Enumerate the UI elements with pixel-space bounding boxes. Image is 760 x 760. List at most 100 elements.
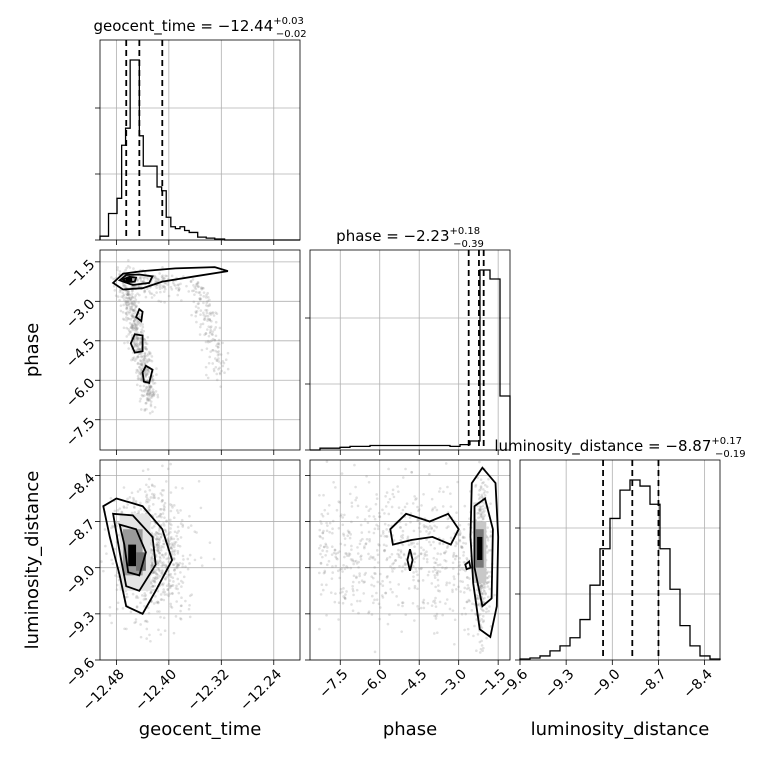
scatter-point <box>339 514 342 518</box>
scatter-point <box>136 335 139 339</box>
scatter-point <box>471 602 474 606</box>
scatter-point <box>165 584 169 588</box>
contour-mid <box>112 512 157 592</box>
scatter-point <box>318 493 321 497</box>
scatter-point <box>159 557 162 560</box>
scatter-point <box>180 299 183 302</box>
scatter-point <box>379 606 382 609</box>
scatter-point <box>208 541 212 544</box>
scatter-point <box>169 462 172 466</box>
scatter-point <box>187 290 191 293</box>
scatter-point <box>120 510 124 514</box>
scatter-point <box>208 318 211 322</box>
scatter-point <box>331 527 334 531</box>
axes-frame <box>309 249 511 451</box>
x-tick-label: −8.7 <box>634 666 669 701</box>
scatter-point <box>149 392 152 396</box>
scatter-point <box>173 572 177 576</box>
scatter-point <box>467 523 471 526</box>
scatter-point <box>462 541 465 545</box>
scatter-point <box>208 331 212 335</box>
scatter-point <box>399 526 403 529</box>
scatter-point <box>460 545 463 548</box>
scatter-point <box>181 565 184 568</box>
scatter-point <box>150 561 154 564</box>
scatter-point <box>465 600 469 604</box>
scatter-point <box>481 591 485 595</box>
scatter-point <box>150 296 154 299</box>
scatter-point <box>124 301 127 304</box>
scatter-point <box>148 352 152 356</box>
scatter-point <box>199 325 202 329</box>
scatter-point <box>325 613 328 617</box>
scatter-point <box>169 503 172 506</box>
scatter-point <box>348 553 352 556</box>
scatter-point <box>158 569 162 573</box>
scatter-point <box>416 542 419 546</box>
scatter-point <box>169 584 172 588</box>
scatter-point <box>391 570 394 573</box>
scatter-point <box>141 366 144 370</box>
scatter-point <box>122 296 125 299</box>
scatter-point <box>133 323 137 327</box>
scatter-point <box>422 606 426 610</box>
scatter-point <box>162 582 165 585</box>
scatter-point <box>151 584 155 588</box>
scatter-point <box>128 321 132 325</box>
scatter-point <box>152 579 155 583</box>
scatter-point <box>133 359 137 362</box>
xlabel-luminosity-distance: luminosity_distance <box>531 719 710 740</box>
scatter-point <box>113 509 117 513</box>
scatter-point <box>373 566 376 569</box>
y-tick-label: −3.0 <box>63 296 98 331</box>
scatter-point <box>129 317 133 321</box>
scatter-point <box>133 326 137 329</box>
scatter-point <box>385 576 389 579</box>
scatter-point <box>160 561 163 565</box>
scatter-point <box>479 488 482 491</box>
scatter-point <box>155 577 158 580</box>
axes-frame <box>99 39 301 241</box>
scatter-point <box>412 541 415 545</box>
scatter-point <box>125 303 128 307</box>
scatter-point <box>111 524 114 528</box>
scatter-point <box>166 588 170 591</box>
scatter-point <box>112 525 115 529</box>
scatter-point <box>143 408 147 411</box>
scatter-point <box>144 490 147 493</box>
scatter-point <box>149 403 153 406</box>
scatter-point <box>131 316 134 319</box>
scatter-point <box>458 529 462 533</box>
scatter-point <box>109 496 113 500</box>
scatter-point <box>207 325 211 328</box>
scatter-point <box>130 307 134 311</box>
scatter-point <box>139 275 143 278</box>
scatter-point <box>489 530 493 533</box>
scatter-point <box>135 327 139 331</box>
scatter-point <box>354 485 357 489</box>
scatter-point <box>411 602 415 605</box>
scatter-point <box>341 590 344 594</box>
scatter-point <box>150 556 154 560</box>
scatter-point <box>131 324 135 328</box>
scatter-point <box>482 488 485 491</box>
scatter-point <box>181 525 185 528</box>
scatter-point <box>152 393 155 397</box>
scatter-point <box>145 358 148 362</box>
scatter-point <box>134 345 138 348</box>
scatter-point <box>121 291 124 295</box>
scatter-point <box>153 496 157 499</box>
scatter-point <box>430 527 433 531</box>
scatter-point <box>413 619 416 622</box>
scatter-point <box>175 566 179 570</box>
scatter-point <box>212 314 216 317</box>
scatter-point <box>136 346 140 349</box>
scatter-point <box>381 508 384 512</box>
scatter-point <box>180 596 183 599</box>
scatter-point <box>214 357 217 360</box>
scatter-point <box>144 373 148 377</box>
scatter-point <box>326 512 330 516</box>
scatter-point <box>126 301 130 304</box>
scatter-point <box>165 520 168 523</box>
scatter-point <box>404 567 407 571</box>
